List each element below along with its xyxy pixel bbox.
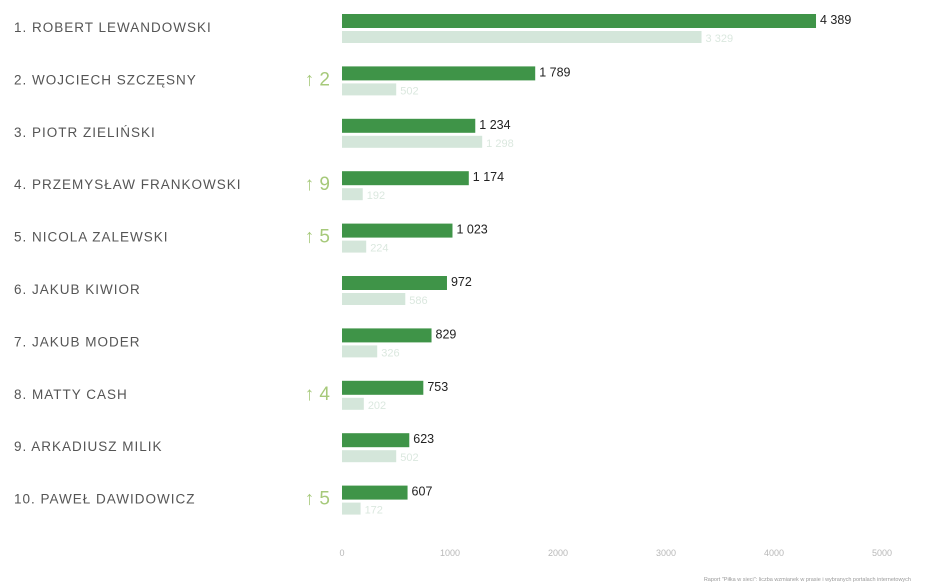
value-label-current: 753: [427, 380, 448, 394]
player-label: 7. JAKUB MODER: [14, 334, 141, 349]
bar-current: [342, 380, 424, 395]
player-label: 8. MATTY CASH: [14, 387, 128, 402]
rank-change-label: ↑ 9: [305, 174, 330, 195]
value-label-current: 4 389: [820, 13, 851, 27]
bar-previous: [342, 83, 397, 96]
rank-change-label: ↑ 2: [305, 69, 330, 90]
value-label-previous: 326: [381, 347, 399, 359]
value-label-previous: 502: [400, 452, 418, 464]
value-label-current: 1 789: [539, 65, 570, 79]
value-label-previous: 3 329: [706, 33, 734, 45]
value-label-previous: 502: [400, 85, 418, 97]
rank-change-label: ↑ 4: [305, 384, 331, 405]
value-label-previous: 202: [368, 400, 386, 412]
player-label: 3. PIOTR ZIELIŃSKI: [14, 125, 156, 140]
player-label: 9. ARKADIUSZ MILIK: [14, 439, 163, 454]
bar-current: [342, 118, 476, 133]
x-tick-label: 2000: [548, 548, 568, 558]
rank-change-indicators: ↑ 2 ↑ 9 ↑ 5 ↑ 4 ↑ 5: [305, 69, 331, 509]
x-axis: 0 1000 2000 3000 4000 5000: [339, 548, 892, 558]
value-label-previous: 1 298: [486, 138, 514, 150]
bar-current: [342, 14, 817, 28]
bar-current: [342, 433, 410, 448]
x-tick-label: 1000: [440, 548, 460, 558]
bars: [342, 14, 817, 515]
bar-previous: [342, 345, 378, 358]
value-label-previous: 192: [367, 190, 385, 202]
x-tick-label: 0: [339, 548, 344, 558]
value-label-current: 607: [412, 485, 433, 499]
bar-current: [342, 485, 408, 500]
bar-previous: [342, 240, 367, 253]
value-label-current: 623: [413, 432, 434, 446]
x-tick-label: 5000: [872, 548, 892, 558]
player-label: 2. WOJCIECH SZCZĘSNY: [14, 72, 197, 87]
player-label: 4. PRZEMYSŁAW FRANKOWSKI: [14, 177, 242, 192]
player-label: 6. JAKUB KIWIOR: [14, 282, 141, 297]
bar-previous: [342, 397, 364, 410]
rank-change-label: ↑ 5: [305, 227, 330, 248]
bar-current: [342, 276, 447, 290]
x-tick-label: 3000: [656, 548, 676, 558]
value-label-previous: 586: [409, 295, 427, 307]
value-label-current: 829: [436, 327, 457, 341]
player-label: 10. PAWEŁ DAWIDOWICZ: [14, 492, 196, 507]
value-label-current: 1 234: [479, 118, 510, 132]
value-label-previous: 172: [365, 505, 383, 517]
value-label-current: 1 174: [473, 170, 504, 184]
player-label: 5. NICOLA ZALEWSKI: [14, 230, 169, 245]
player-labels: 1. ROBERT LEWANDOWSKI 2. WOJCIECH SZCZĘSN…: [14, 20, 242, 507]
bar-previous: [342, 135, 483, 148]
bar-previous: [342, 293, 406, 305]
bar-current: [342, 328, 432, 343]
x-tick-label: 4000: [764, 548, 784, 558]
rank-change-label: ↑ 5: [305, 489, 330, 510]
bar-previous: [342, 502, 361, 515]
value-label-current: 1 023: [456, 223, 487, 237]
bar-current: [342, 66, 536, 81]
bar-previous: [342, 450, 397, 463]
value-label-current: 972: [451, 275, 472, 289]
bar-previous: [342, 31, 702, 43]
bar-current: [342, 223, 453, 238]
bar-previous: [342, 188, 363, 201]
bar-current: [342, 171, 469, 186]
source-footnote: Raport "Piłka w sieci": liczba wzmianek …: [703, 577, 911, 583]
player-label: 1. ROBERT LEWANDOWSKI: [14, 20, 212, 35]
value-label-previous: 224: [370, 243, 388, 255]
value-labels: 4 389 3 329 1 789 502 1 234 1 298 1 174 192 1 02…: [365, 13, 852, 517]
